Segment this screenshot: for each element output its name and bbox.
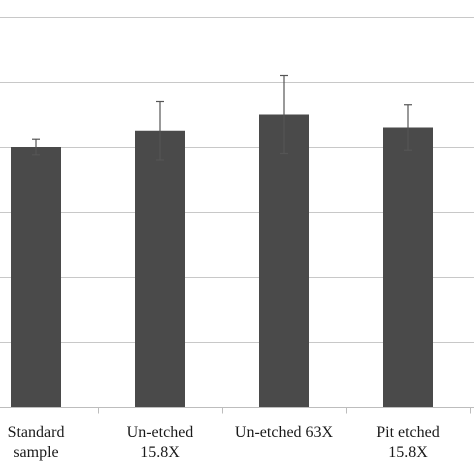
x-tick-label: Un-etched 63X (235, 424, 334, 441)
x-tick-label: Standard sample (8, 424, 65, 461)
x-tick-label-line: Un-etched 63X (235, 424, 334, 441)
x-tick-labels: Standard sample Un-etched 15.8X Un-etched 63… (8, 424, 440, 461)
bars (11, 114, 433, 407)
x-tick-label-line: 15.8X (140, 444, 180, 461)
error-bars (32, 74, 412, 161)
x-tick-label: Pit etched 15.8X (376, 424, 440, 461)
bar (11, 147, 61, 407)
x-tick-label: Un-etched 15.8X (127, 424, 194, 461)
x-tick-label-line: Un-etched (127, 424, 194, 441)
bar (383, 127, 433, 407)
bar (135, 130, 185, 407)
x-tick-label-line: 15.8X (388, 444, 428, 461)
x-tick-label-line: Standard (8, 424, 65, 441)
x-axis (0, 407, 474, 414)
bar (259, 114, 309, 407)
x-tick-label-line: Pit etched (376, 424, 440, 441)
x-tick-label-line: sample (13, 444, 58, 461)
